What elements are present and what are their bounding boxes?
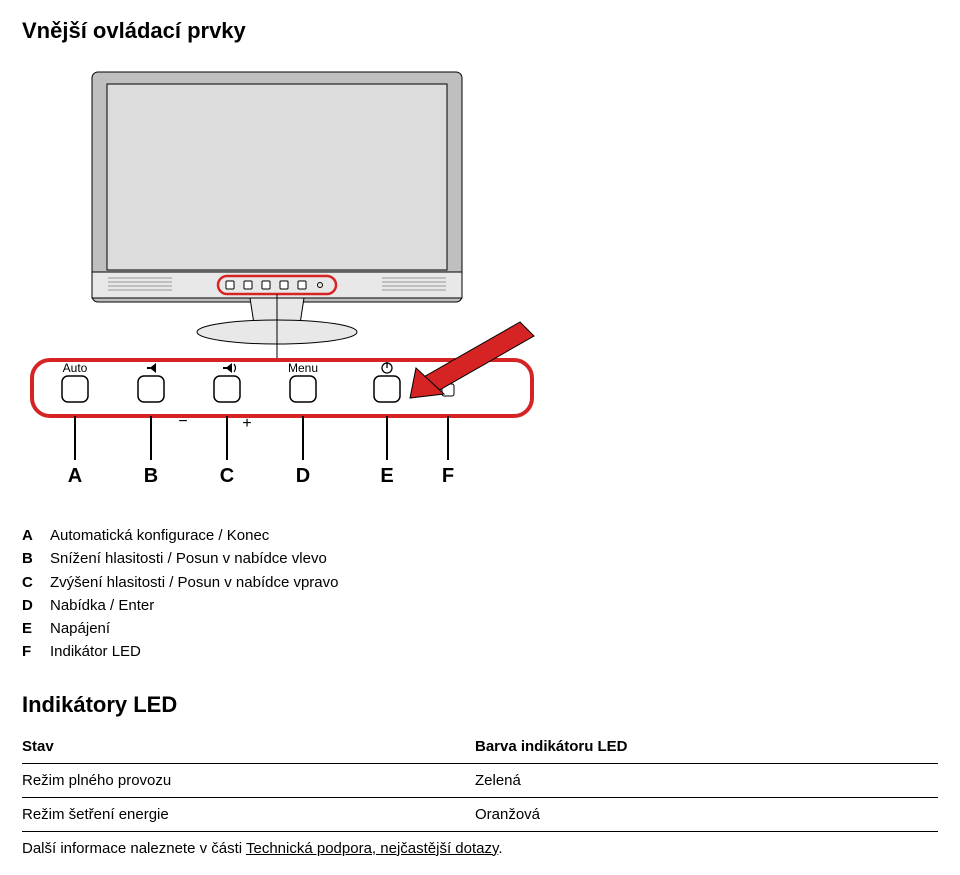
legend-key: E — [22, 617, 50, 640]
legend-key: D — [22, 594, 50, 617]
table-row: Režim šetření energie Oranžová — [22, 797, 938, 831]
section-title-led: Indikátory LED — [22, 692, 938, 718]
page-title: Vnější ovládací prvky — [22, 18, 938, 44]
svg-text:F: F — [442, 465, 454, 487]
legend-value: Zvýšení hlasitosti / Posun v nabídce vpr… — [50, 571, 338, 594]
legend-row: C Zvýšení hlasitosti / Posun v nabídce v… — [22, 571, 938, 594]
footnote-link[interactable]: Technická podpora, nejčastější dotazy — [246, 840, 498, 857]
svg-text:D: D — [296, 465, 310, 487]
table-row: Režim plného provozu Zelená — [22, 763, 938, 797]
led-state: Režim plného provozu — [22, 763, 475, 797]
legend-value: Nabídka / Enter — [50, 594, 154, 617]
svg-text:−: − — [178, 413, 187, 430]
footnote-post: . — [498, 840, 502, 857]
led-table: Stav Barva indikátoru LED Režim plného p… — [22, 732, 938, 832]
footnote-pre: Další informace naleznete v části — [22, 840, 246, 857]
svg-text:E: E — [380, 465, 393, 487]
legend-row: B Snížení hlasitosti / Posun v nabídce v… — [22, 547, 938, 570]
svg-text:B: B — [144, 465, 158, 487]
legend-row: D Nabídka / Enter — [22, 594, 938, 617]
svg-text:C: C — [220, 465, 234, 487]
footnote: Další informace naleznete v části Techni… — [22, 840, 938, 857]
legend-value: Indikátor LED — [50, 640, 141, 663]
legend-key: C — [22, 571, 50, 594]
svg-text:A: A — [68, 465, 82, 487]
svg-text:+: + — [242, 415, 251, 432]
legend-value: Napájení — [50, 617, 110, 640]
legend-row: F Indikátor LED — [22, 640, 938, 663]
legend-row: E Napájení — [22, 617, 938, 640]
legend-value: Automatická konfigurace / Konec — [50, 524, 269, 547]
legend-key: B — [22, 547, 50, 570]
led-th-color: Barva indikátoru LED — [475, 732, 938, 764]
legend-key: F — [22, 640, 50, 663]
legend-value: Snížení hlasitosti / Posun v nabídce vle… — [50, 547, 327, 570]
led-state: Režim šetření energie — [22, 797, 475, 831]
led-color: Zelená — [475, 763, 938, 797]
led-th-state: Stav — [22, 732, 475, 764]
legend-list: A Automatická konfigurace / Konec B Sníž… — [22, 524, 938, 664]
controls-figure: Auto Menu − + — [22, 62, 938, 492]
legend-key: A — [22, 524, 50, 547]
led-color: Oranžová — [475, 797, 938, 831]
svg-text:Auto: Auto — [63, 361, 88, 375]
legend-row: A Automatická konfigurace / Konec — [22, 524, 938, 547]
svg-text:Menu: Menu — [288, 361, 318, 375]
